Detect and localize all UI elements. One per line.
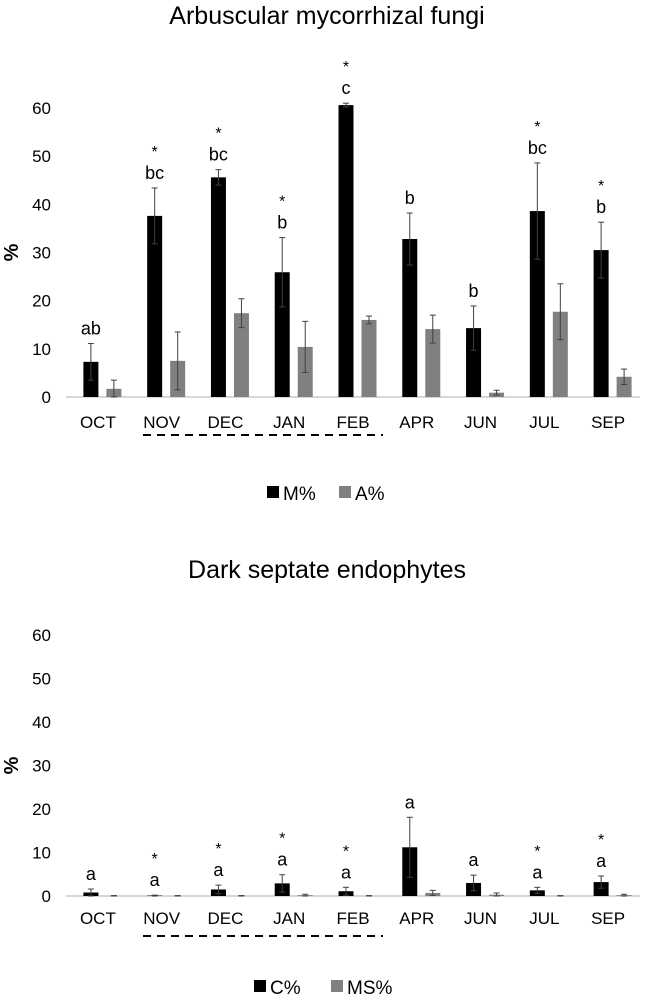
significance-letter: a (86, 864, 97, 884)
significance-letter: bc (209, 145, 228, 165)
bar-series1 (529, 211, 545, 397)
bar-series1 (466, 328, 482, 397)
chart-title: Dark septate endophytes (188, 556, 466, 584)
significance-letter: a (405, 792, 416, 812)
significance-star: * (598, 178, 604, 195)
significance-star: * (534, 843, 540, 860)
legend-label: M% (283, 484, 316, 505)
legend-label: A% (355, 484, 385, 505)
chart-title: Arbuscular mycorrhizal fungi (169, 2, 484, 30)
y-tick-label: 0 (42, 388, 51, 407)
chart-dark-septate-endophytes: Dark septate endophytes% 0 10 20 30 40 50 60 OCT… (1, 556, 640, 999)
y-tick-label: 40 (32, 713, 51, 732)
x-tick-label: JAN (273, 413, 305, 432)
x-tick-label: APR (399, 909, 434, 928)
x-tick-label: FEB (336, 413, 369, 432)
significance-letter: a (469, 850, 480, 870)
significance-letter: b (596, 197, 606, 217)
legend-swatch-series1 (267, 486, 279, 498)
chart-arbuscular-mycorrhizal-fungi: Arbuscular mycorrhizal fungi% 0 10 20 30 40 50… (1, 2, 640, 505)
legend-label: C% (270, 978, 301, 999)
significance-star: * (279, 831, 285, 848)
bar-series2 (425, 329, 441, 397)
bar-series2 (233, 313, 249, 397)
y-tick-label: 10 (32, 844, 51, 863)
bar-series2 (361, 319, 377, 397)
x-tick-label: DEC (207, 413, 243, 432)
significance-letter: b (405, 188, 415, 208)
y-tick-label: 60 (32, 99, 51, 118)
x-tick-label: JUN (464, 909, 497, 928)
y-tick-label: 30 (32, 244, 51, 263)
bar-series2 (616, 376, 632, 397)
y-tick-label: 30 (32, 757, 51, 776)
x-tick-label: OCT (80, 909, 116, 928)
y-tick-label: 10 (32, 340, 51, 359)
significance-letter: a (213, 860, 224, 880)
y-tick-label: 0 (42, 887, 51, 906)
legend-label: MS% (347, 978, 393, 999)
significance-star: * (152, 851, 158, 868)
bar-series1 (147, 215, 163, 397)
significance-letter: bc (528, 138, 547, 158)
significance-letter: b (469, 281, 479, 301)
significance-letter: ab (81, 319, 101, 339)
significance-star: * (534, 119, 540, 136)
x-tick-label: FEB (336, 909, 369, 928)
significance-letter: a (341, 862, 352, 882)
significance-letter: c (342, 78, 351, 98)
y-tick-label: 60 (32, 626, 51, 645)
significance-star: * (343, 59, 349, 76)
significance-star: * (215, 126, 221, 143)
x-tick-label: JUL (529, 909, 559, 928)
bar-series1 (593, 250, 609, 397)
bar-series2 (552, 311, 568, 397)
x-tick-label: DEC (207, 909, 243, 928)
significance-star: * (215, 841, 221, 858)
significance-letter: a (150, 870, 161, 890)
x-tick-label: APR (399, 413, 434, 432)
y-tick-label: 20 (32, 292, 51, 311)
bar-series1 (274, 272, 290, 397)
x-tick-label: SEP (591, 909, 625, 928)
y-axis-label: % (1, 756, 23, 774)
bar-series1 (402, 239, 418, 397)
x-tick-label: NOV (143, 909, 181, 928)
significance-star: * (598, 832, 604, 849)
x-tick-label: OCT (80, 413, 116, 432)
significance-letter: a (277, 850, 288, 870)
x-tick-label: NOV (143, 413, 181, 432)
y-tick-label: 40 (32, 195, 51, 214)
y-axis-label: % (1, 243, 23, 261)
y-tick-label: 50 (32, 670, 51, 689)
bar-series1 (338, 105, 354, 398)
significance-star: * (152, 144, 158, 161)
bar-series1 (210, 177, 226, 397)
x-tick-label: JAN (273, 909, 305, 928)
x-tick-label: JUL (529, 413, 559, 432)
significance-star: * (343, 843, 349, 860)
legend-swatch-series2 (331, 980, 343, 992)
significance-letter: a (596, 851, 607, 871)
significance-star: * (279, 194, 285, 211)
x-tick-label: JUN (464, 413, 497, 432)
significance-letter: a (532, 862, 543, 882)
legend-swatch-series2 (339, 486, 351, 498)
significance-letter: bc (145, 163, 164, 183)
y-tick-label: 50 (32, 147, 51, 166)
y-tick-label: 20 (32, 800, 51, 819)
x-tick-label: SEP (591, 413, 625, 432)
legend-swatch-series1 (254, 980, 266, 992)
significance-letter: b (277, 213, 287, 233)
bar-series1 (593, 882, 609, 896)
